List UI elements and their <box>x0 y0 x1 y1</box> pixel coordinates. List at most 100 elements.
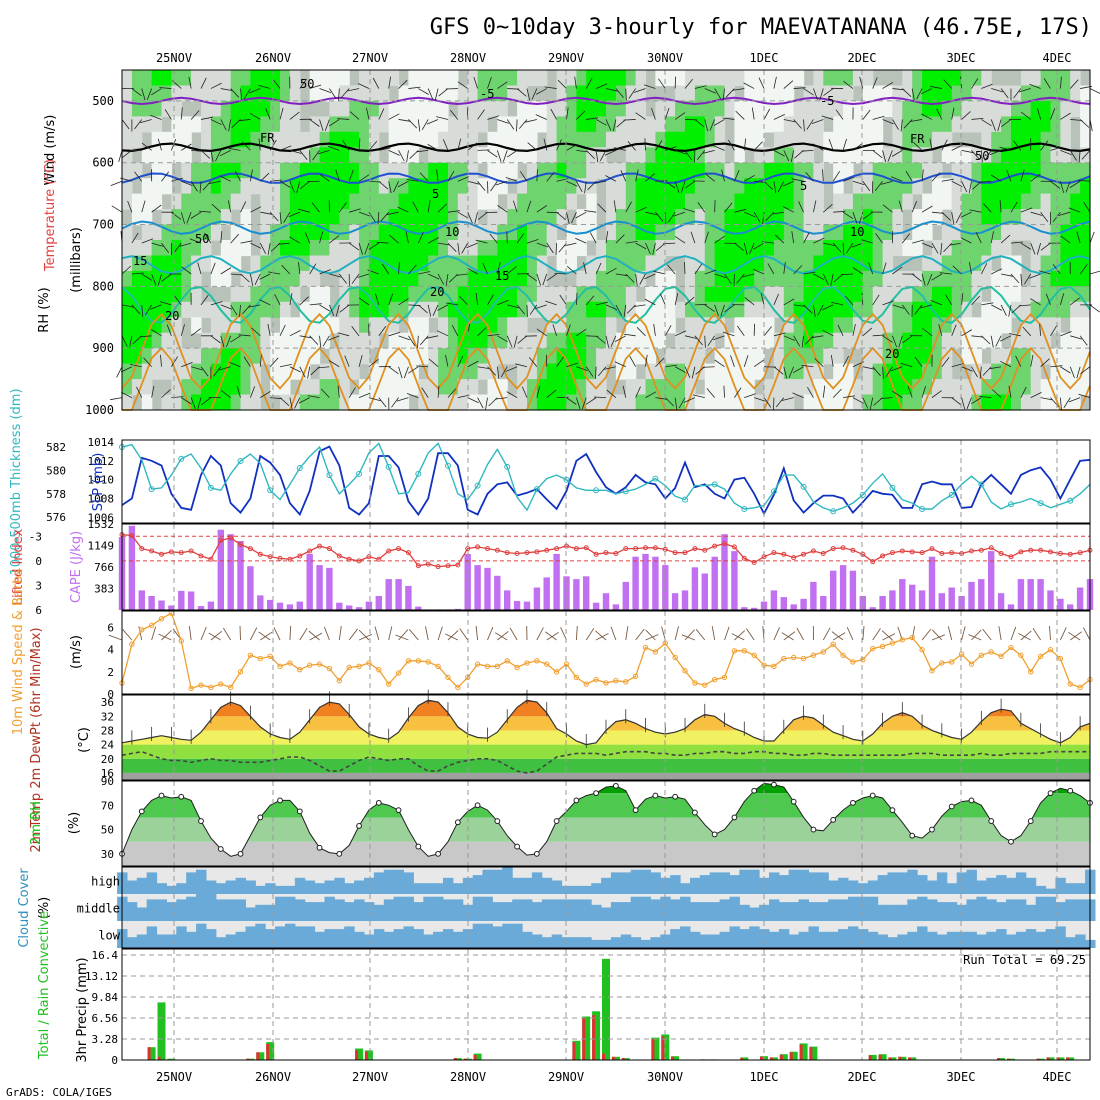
cloud-panel <box>121 866 1091 949</box>
wind-barb <box>684 261 686 275</box>
wind-barb <box>546 242 554 254</box>
lifted-index-point <box>593 551 599 557</box>
rh-cell <box>299 240 311 257</box>
rh-cell <box>556 286 568 303</box>
wind-barb <box>377 212 380 225</box>
wind-barb <box>616 119 627 128</box>
wind-barb <box>734 387 742 398</box>
rh-cell <box>744 379 755 396</box>
wind-barb <box>882 204 893 213</box>
rh-cell <box>596 162 607 179</box>
wind-barb <box>585 150 595 160</box>
precip-total-bar <box>997 1058 1006 1060</box>
rh-cell <box>368 116 380 133</box>
wind-barb <box>921 113 933 120</box>
rh-cell <box>517 363 528 380</box>
wind10-barb <box>108 634 123 641</box>
cape-bar <box>247 566 254 610</box>
wind10-barb <box>1032 628 1041 641</box>
cloud-cell-high <box>433 883 444 894</box>
wind-barb <box>625 273 635 283</box>
rh-cell <box>487 317 498 334</box>
rh-cell <box>359 317 370 334</box>
rh-cell <box>388 332 400 349</box>
rh-cell <box>783 394 795 411</box>
rh-cell <box>141 147 153 164</box>
wind-barb <box>507 304 519 309</box>
rh-cell <box>724 394 735 411</box>
cape-bar <box>741 607 748 610</box>
rh-cell <box>349 85 360 102</box>
cloud-cell-high <box>383 869 395 894</box>
rh-cell <box>1020 286 1032 303</box>
wind10-barb <box>348 628 358 641</box>
wind10-barb <box>971 629 982 641</box>
rh-cell <box>467 147 479 164</box>
precip-total-bar <box>740 1057 749 1060</box>
rh-cell <box>862 116 874 133</box>
rh-cell <box>388 255 400 272</box>
rh-cell <box>151 301 163 318</box>
wind-barb <box>487 294 494 306</box>
wind-barb <box>157 273 162 286</box>
rh-cell <box>981 147 992 164</box>
rh-cell <box>517 178 528 195</box>
rh-cell <box>912 178 923 195</box>
rh-cell <box>191 255 202 272</box>
rh-cell <box>161 301 172 318</box>
rh-cell <box>872 85 884 102</box>
rh-cell <box>833 379 844 396</box>
wind-barb <box>288 211 300 218</box>
rh-cell <box>803 209 815 226</box>
rh-cell <box>1030 162 1042 179</box>
rh-cell <box>477 286 489 303</box>
rh-cell <box>280 162 291 179</box>
rh-cell <box>724 348 735 365</box>
wind-barb <box>943 242 953 253</box>
wind-barb <box>559 294 567 306</box>
cape-bar <box>1007 604 1015 610</box>
rh2m-point <box>217 846 224 852</box>
wind-barb <box>398 79 408 89</box>
rh-cell <box>536 193 548 210</box>
rh-cell <box>171 270 182 287</box>
rh-cell <box>685 70 696 87</box>
wind-barb <box>335 304 340 317</box>
rh-cell <box>852 131 864 148</box>
rh-cell <box>507 147 518 164</box>
rh-cell <box>319 317 331 334</box>
rh-cell <box>922 332 933 349</box>
wind-barb <box>378 325 387 337</box>
top-date-label: 30NOV <box>647 51 683 65</box>
wind-barb <box>981 119 992 127</box>
cloud-cell-low <box>640 939 651 948</box>
rh-cell <box>645 193 656 210</box>
rh-cell <box>1080 240 1091 257</box>
rh-cell <box>270 286 281 303</box>
rh-cell <box>991 348 1002 365</box>
rh-cell <box>872 193 884 210</box>
wind-barb <box>801 364 814 368</box>
temp-tick-label: 32 <box>101 710 114 723</box>
wind-barb <box>635 273 638 286</box>
rh-cell <box>922 116 933 133</box>
wind-barb <box>268 271 281 275</box>
rh-cell <box>230 178 242 195</box>
rh-cell <box>793 270 805 287</box>
rh-cell <box>339 394 350 411</box>
wind10-point <box>652 649 659 655</box>
cape-bar <box>1017 579 1025 610</box>
rh-cell <box>843 70 854 87</box>
cape-bar <box>820 596 827 610</box>
rh-cell <box>724 301 735 318</box>
rh-cell <box>912 317 923 334</box>
wind-barb <box>991 268 1003 275</box>
wind-barb <box>455 273 468 276</box>
wind-barb <box>675 149 687 155</box>
wind-barb <box>116 366 123 378</box>
wind-barb <box>1059 293 1065 306</box>
top-date-label: 3DEC <box>947 51 976 65</box>
rh-cell <box>971 270 982 287</box>
rh-cell <box>280 147 291 164</box>
rh-cell <box>744 209 755 226</box>
